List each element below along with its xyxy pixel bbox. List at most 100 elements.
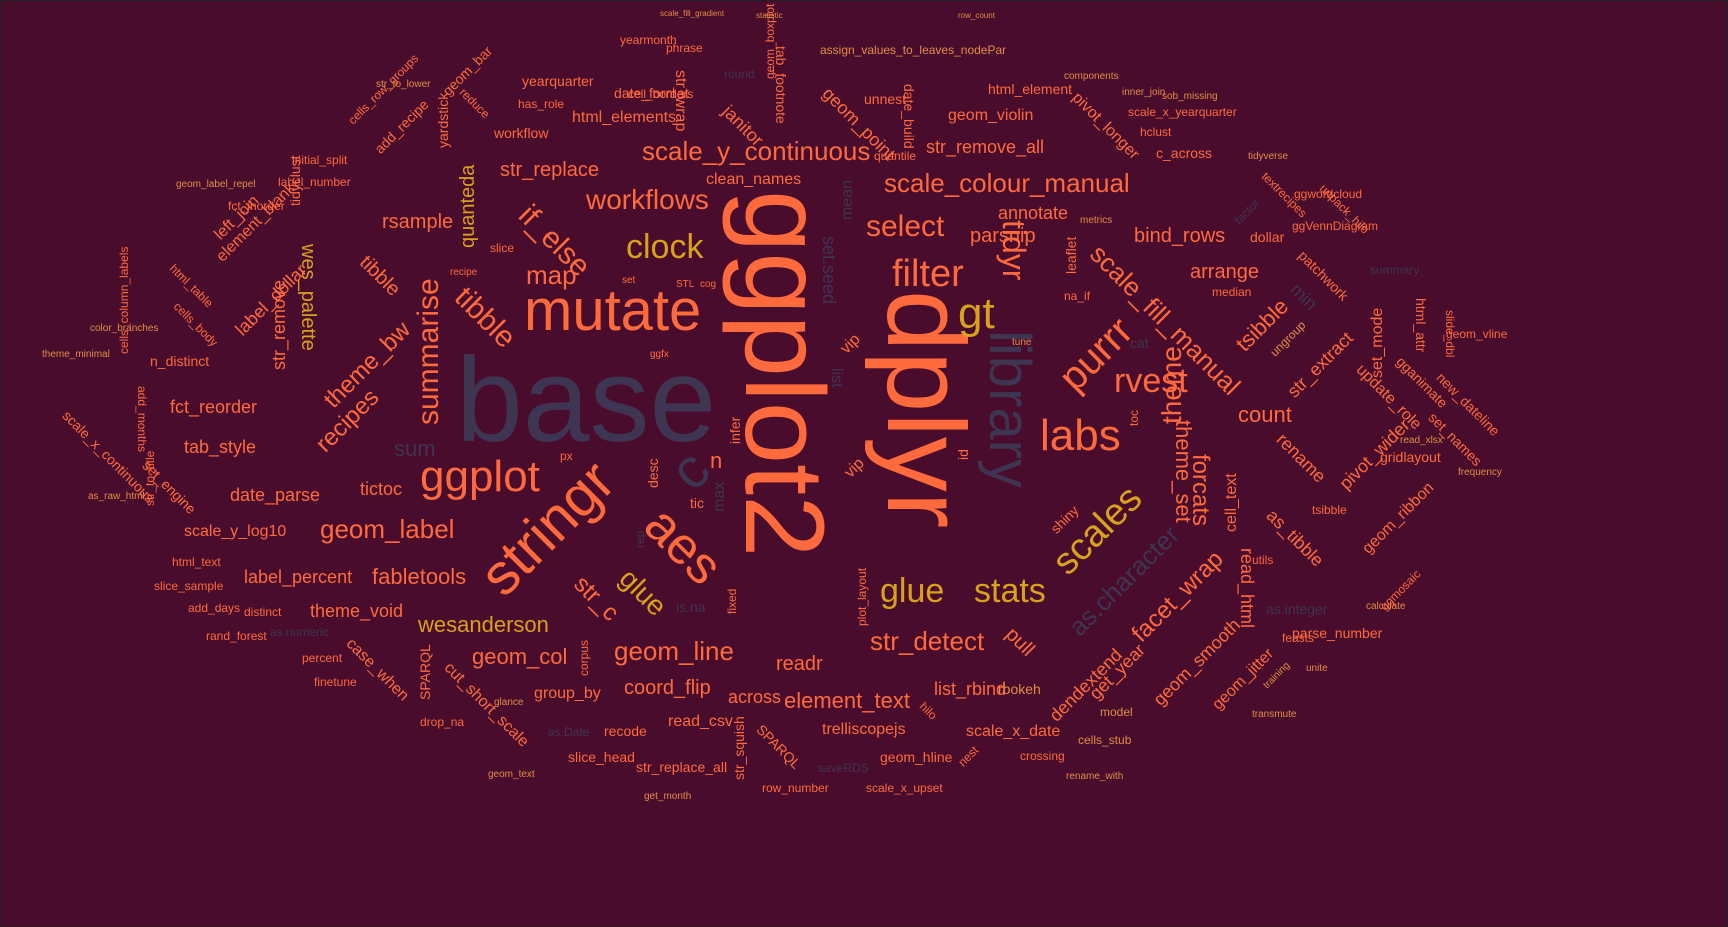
word-hclust: hclust — [1140, 126, 1171, 138]
word-html-attr: html_attr — [1414, 298, 1428, 352]
word-wesanderson: wesanderson — [418, 614, 549, 636]
word-html-table: html_table — [168, 262, 216, 310]
word-recipe: recipe — [450, 268, 477, 278]
word-unite: unite — [1306, 664, 1328, 674]
word-metrics: metrics — [1080, 216, 1112, 226]
word-unnest: unnest — [864, 92, 906, 106]
word-drop-na: drop_na — [420, 716, 464, 728]
word-glue: glue — [880, 574, 944, 608]
word-str-c: str_c — [569, 572, 623, 626]
word-scale-x-yearquarter: scale_x_yearquarter — [1128, 106, 1237, 118]
word-percent: percent — [302, 652, 342, 664]
word-fixed: fixed — [726, 589, 738, 614]
word-set: set — [622, 276, 635, 286]
word-fabletools: fabletools — [372, 566, 466, 588]
word-filter: filter — [892, 255, 964, 293]
word-scale-colour-manual: scale_colour_manual — [884, 170, 1130, 196]
word-rbokeh: rbokeh — [998, 682, 1041, 696]
word-na-if: na_if — [1064, 290, 1090, 302]
word-cell-borders: cell_borders — [628, 88, 693, 100]
word-tune: tune — [1012, 338, 1031, 348]
word-components: components — [1064, 72, 1118, 82]
word-as-raw-html: as_raw_html — [88, 492, 145, 502]
word-workflows: workflows — [586, 186, 709, 214]
word-str-remove: str_remove — [270, 280, 288, 370]
word-workflow: workflow — [494, 126, 548, 140]
word-px: px — [560, 450, 573, 462]
word-read-xlsx: read_xlsx — [1400, 436, 1443, 446]
word-trelliscopejs: trelliscopejs — [822, 722, 906, 738]
word-fct-inorder: fct_inorder — [228, 200, 285, 212]
word-gridlayout: gridlayout — [1380, 450, 1441, 464]
word-str-squish: str_squish — [732, 716, 746, 780]
word-pivot-longer: pivot_longer — [1069, 90, 1142, 163]
word-theme: theme — [1158, 346, 1186, 424]
word-str-to-lower: str_to_lower — [376, 80, 430, 90]
word-tic: tic — [690, 496, 704, 510]
word-case-when: case_when — [343, 636, 412, 705]
word-str-detect: str_detect — [870, 628, 984, 654]
word-statistic: statistic — [756, 12, 783, 20]
word-toc: toc — [1128, 410, 1140, 426]
word-geom-violin: geom_violin — [948, 108, 1033, 124]
word-get-month: get_month — [644, 792, 691, 802]
word-n: n — [710, 450, 722, 472]
word-ggplot: ggplot — [420, 455, 540, 499]
word-add-days: add_days — [188, 602, 240, 614]
word-c-across: c_across — [1156, 146, 1212, 160]
word-rsample: rsample — [382, 212, 453, 232]
word-feasts: feasts — [1282, 632, 1314, 644]
word-scale-fill-gradient: scale_fill_gradient — [660, 10, 724, 18]
word-tictoc: tictoc — [360, 480, 402, 498]
word-summary: summary — [1370, 264, 1419, 276]
word-annotate: annotate — [998, 204, 1068, 222]
word-reduce: reduce — [458, 86, 492, 120]
word-library: library — [980, 330, 1038, 488]
word-stats: stats — [974, 574, 1046, 608]
word-clock: clock — [626, 230, 703, 264]
word-row-count: row_count — [958, 12, 995, 20]
word-summarise: summarise — [414, 278, 444, 425]
word-quantile: quantile — [874, 150, 916, 162]
word-ggfx: ggfx — [650, 350, 669, 360]
word-infer: infer — [728, 417, 742, 444]
word-frequency: frequency — [1458, 468, 1502, 478]
word-plot-layout: plot_layout — [856, 568, 868, 626]
word-geom-ribbon: geom_ribbon — [1360, 480, 1437, 557]
word-group-by: group_by — [534, 686, 601, 702]
word-finetune: finetune — [314, 676, 357, 688]
word-across: across — [728, 688, 781, 706]
word-theme-minimal: theme_minimal — [42, 350, 110, 360]
word-parsnip: parsnip — [970, 226, 1036, 246]
word-set-mode: set_mode — [1370, 308, 1386, 378]
word-rename-with: rename_with — [1066, 772, 1123, 782]
word-glue-rotated: glue — [614, 564, 671, 621]
word-yearmonth: yearmonth — [620, 34, 677, 46]
word-coord-flip: coord_flip — [624, 678, 711, 698]
word-list: list — [828, 368, 844, 388]
word-map: map — [526, 262, 577, 288]
word-wes-palette: wes_palette — [298, 244, 318, 351]
word-geom-col: geom_col — [472, 646, 567, 668]
word-sob-missing: sob_missing — [1162, 92, 1218, 102]
word-mean: mean — [840, 180, 856, 220]
word-clean-names: clean_names — [706, 172, 801, 188]
word-geom-line: geom_line — [614, 638, 734, 664]
word-scale-x-upset: scale_x_upset — [866, 782, 943, 794]
word-SPARQL: SPARQL — [418, 644, 432, 700]
word-rand-forest: rand_forest — [206, 630, 267, 642]
word-dollar: dollar — [1250, 230, 1284, 244]
word-geom-label: geom_label — [320, 516, 454, 542]
word-html-elements: html_elements — [572, 110, 676, 126]
word-factor: factor — [1232, 197, 1262, 227]
word-pull: pull — [1002, 624, 1038, 660]
word-readr: readr — [776, 654, 823, 674]
word-date-parse: date_parse — [230, 486, 320, 504]
word-crossing: crossing — [1020, 750, 1065, 762]
word-scale-y-log10: scale_y_log10 — [184, 524, 286, 540]
word-leaflet: leaflet — [1064, 237, 1078, 274]
word-html-text: html_text — [172, 556, 221, 568]
word-distinct: distinct — [244, 606, 281, 618]
word-tsibble-small: tsibble — [1312, 504, 1347, 516]
word-str-remove-all: str_remove_all — [926, 138, 1044, 156]
